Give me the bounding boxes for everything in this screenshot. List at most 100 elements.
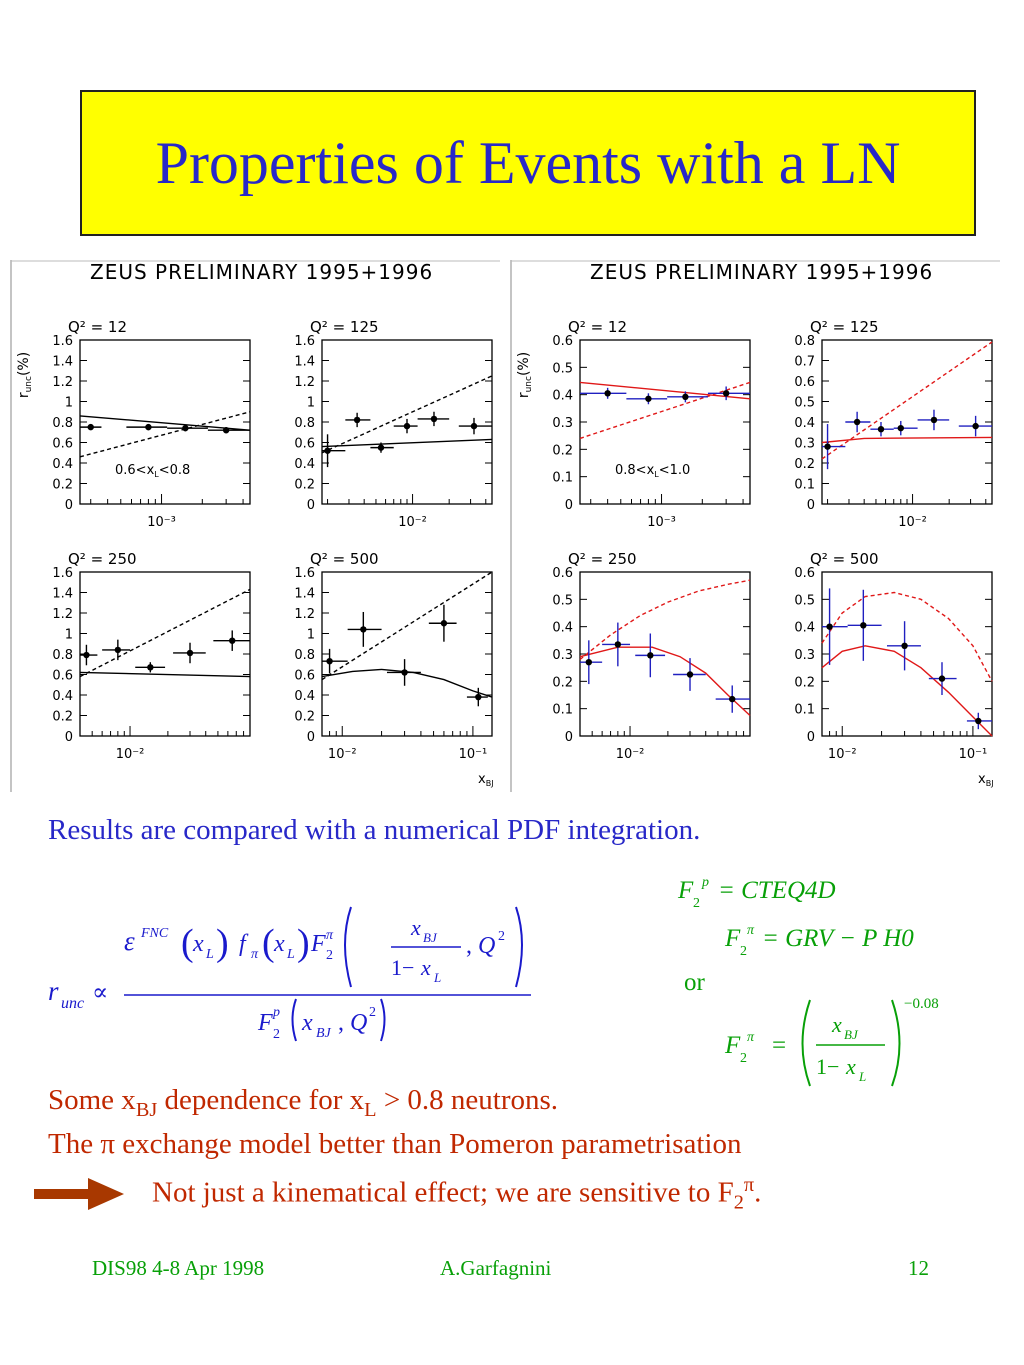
subplot-4: Q² = 500 0 0.1 0.2 0.3 0.4 0.5 0.6 10⁻² 10⁻¹ <box>794 550 993 762</box>
data-point <box>853 418 861 426</box>
y-tick-label: 0.3 <box>794 437 815 452</box>
model-curve-solid <box>579 381 751 400</box>
data-point <box>353 416 361 424</box>
panel-set-title: ZEUS PRELIMINARY 1995+1996 <box>90 260 433 284</box>
y-tick-label: 1 <box>65 396 73 411</box>
svg-text:p: p <box>701 875 709 890</box>
y-tick-label: 0.3 <box>794 648 815 663</box>
y-tick-label: 0.4 <box>294 689 315 704</box>
subplot-2: Q² = 125 0 0.1 0.2 0.3 0.4 0.5 0.6 0.7 0.8 10⁻² <box>794 318 993 530</box>
svg-text:F: F <box>257 1010 273 1036</box>
svg-text:x: x <box>301 1010 313 1036</box>
model-curve-dashed <box>321 375 493 454</box>
svg-text:BJ: BJ <box>316 1026 332 1041</box>
data-point <box>430 415 438 423</box>
y-tick-label: 0.6 <box>552 334 573 349</box>
model-curve-dashed <box>321 571 493 681</box>
y-tick-label: 0 <box>807 498 815 513</box>
data-point <box>186 649 194 657</box>
subplot-q2-label: Q² = 12 <box>68 318 127 336</box>
svg-text:1−: 1− <box>391 955 414 980</box>
y-tick-label: 0.1 <box>552 471 573 486</box>
model-curve-dashed <box>821 341 993 460</box>
svg-text:F: F <box>724 1032 741 1059</box>
y-tick-label: 1.6 <box>52 566 73 581</box>
y-tick-label: 1.4 <box>294 355 315 370</box>
y-tick-label: 0.1 <box>552 703 573 718</box>
svg-text:2: 2 <box>740 1051 747 1066</box>
subplot-frame <box>579 571 751 737</box>
results-text: Results are compared with a numerical PD… <box>48 814 701 846</box>
y-tick-label: 0.5 <box>794 593 815 608</box>
y-tick-label: 0.6 <box>794 566 815 581</box>
subplot-q2-label: Q² = 125 <box>310 318 379 336</box>
slide-title: Properties of Events with a LN <box>155 129 901 196</box>
subplot-4: Q² = 500 0 0.2 0.4 0.6 0.8 1 1.2 1.4 1.6 10⁻² 10⁻¹ <box>294 550 493 762</box>
subplot-1: Q² = 12 0 0.1 0.2 0.3 0.4 0.5 0.6 10⁻³ 0.8<xL<1.0 <box>552 318 751 530</box>
y-tick-label: 0.4 <box>552 621 573 636</box>
model-curve-dashed <box>79 588 251 678</box>
x-tick-label: 10⁻¹ <box>459 747 488 762</box>
y-tick-label: 0.4 <box>52 689 73 704</box>
x-tick-label: 10⁻² <box>328 747 357 762</box>
y-tick-label: 0.4 <box>794 621 815 636</box>
svg-text:F: F <box>310 931 326 957</box>
x-tick-label: 10⁻¹ <box>959 747 988 762</box>
y-tick-label: 0.4 <box>294 457 315 472</box>
subplot-q2-label: Q² = 500 <box>810 550 879 568</box>
y-tick-label: 0 <box>565 730 573 745</box>
x-tick-label: 10⁻³ <box>147 515 176 530</box>
subplot-q2-label: Q² = 125 <box>810 318 879 336</box>
subplot-3: Q² = 250 0 0.1 0.2 0.3 0.4 0.5 0.6 10⁻² <box>552 550 751 762</box>
y-tick-label: 0 <box>807 730 815 745</box>
footer-page-number: 12 <box>908 1256 929 1280</box>
svg-text:π: π <box>747 923 755 938</box>
y-tick-label: 0.5 <box>552 593 573 608</box>
y-tick-label: 0.5 <box>552 361 573 376</box>
y-tick-label: 0.6 <box>794 375 815 390</box>
subplot-3: Q² = 250 0 0.2 0.4 0.6 0.8 1 1.2 1.4 1.6 10⁻² <box>52 550 251 762</box>
y-tick-label: 0.8 <box>294 416 315 431</box>
y-tick-label: 1.6 <box>294 334 315 349</box>
y-tick-label: 0.2 <box>794 457 815 472</box>
svg-text:x: x <box>410 915 421 940</box>
svg-text:2: 2 <box>326 948 333 963</box>
x-tick-label: 10⁻² <box>898 515 927 530</box>
y-tick-label: 0.1 <box>794 478 815 493</box>
data-point <box>682 393 689 401</box>
y-tick-label: 1 <box>307 396 315 411</box>
y-tick-label: 0.7 <box>794 355 815 370</box>
y-tick-label: 1.2 <box>52 375 73 390</box>
y-tick-label: 0.6 <box>52 437 73 452</box>
model-curve-dashed <box>79 411 251 458</box>
x-tick-label: 10⁻² <box>616 747 645 762</box>
title-box: Properties of Events with a LN <box>80 90 976 236</box>
y-tick-label: 0 <box>307 498 315 513</box>
data-point <box>585 659 593 666</box>
zeus-panel-left: ZEUS PRELIMINARY 1995+1996 runc(%) xBJ Q² =… <box>10 260 500 792</box>
data-point <box>326 657 333 665</box>
y-tick-label: 0.6 <box>294 437 315 452</box>
data-point <box>87 423 94 431</box>
y-tick-label: 0.3 <box>552 648 573 663</box>
y-tick-label: 0.6 <box>52 669 73 684</box>
y-tick-label: 0.5 <box>794 396 815 411</box>
data-point <box>182 424 189 432</box>
subplot-2: Q² = 125 0 0.2 0.4 0.6 0.8 1 1.2 1.4 1.6 10⁻² <box>294 318 493 530</box>
data-point <box>729 695 736 703</box>
data-point <box>360 626 367 633</box>
x-axis-label: xBJ <box>978 772 994 788</box>
svg-text:(: ( <box>262 922 275 964</box>
svg-text:x: x <box>845 1054 856 1079</box>
svg-text:FNC: FNC <box>140 926 169 941</box>
y-tick-label: 0.6 <box>294 669 315 684</box>
y-tick-label: 1.4 <box>294 587 315 602</box>
y-tick-label: 0.4 <box>794 416 815 431</box>
y-tick-label: 0.4 <box>52 457 73 472</box>
data-point <box>222 427 230 434</box>
svg-text:2: 2 <box>273 1027 280 1042</box>
svg-text:F: F <box>724 925 741 952</box>
y-tick-label: 1.6 <box>294 566 315 581</box>
y-tick-label: 0.3 <box>552 416 573 431</box>
zeus-panel-right: ZEUS PRELIMINARY 1995+1996 runc(%) xBJ Q² =… <box>510 260 1000 792</box>
